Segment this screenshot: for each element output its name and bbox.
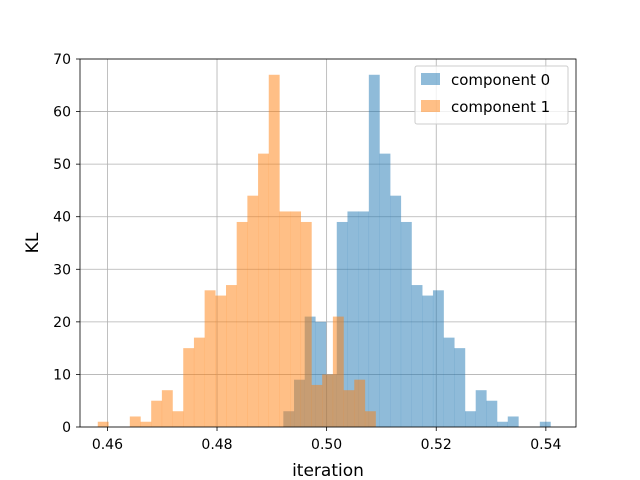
histogram-bar-component-0 <box>497 421 508 427</box>
histogram-bar-component-1 <box>279 211 291 427</box>
histogram-bar-component-1 <box>161 390 173 427</box>
y-axis-ticks: 0 10 20 30 40 50 60 70 <box>53 52 80 436</box>
y-tick-label: 70 <box>53 52 71 68</box>
histogram-bar-component-0 <box>347 211 359 427</box>
histogram-bar-component-1 <box>311 384 323 427</box>
histogram-bar-component-0 <box>443 337 455 427</box>
histogram-bar-component-0 <box>432 290 444 427</box>
x-axis-label: iteration <box>292 461 364 480</box>
y-tick-label: 40 <box>53 210 71 226</box>
histogram-bar-component-0 <box>400 221 412 427</box>
plot-area-frame <box>79 58 577 428</box>
histogram-bar-component-0 <box>315 321 327 427</box>
legend-box <box>414 65 569 125</box>
histogram-bar-component-1 <box>151 400 163 427</box>
histogram-bar-component-0 <box>368 74 380 428</box>
histogram-bar-component-1 <box>332 316 344 427</box>
histogram-bar-component-1 <box>183 348 195 427</box>
y-tick-label: 10 <box>53 367 71 383</box>
legend-swatch-component-1 <box>421 100 440 112</box>
histogram-bar-component-1 <box>268 74 280 428</box>
histogram-bar-component-1 <box>236 221 248 427</box>
histogram-bar-component-1 <box>343 390 355 427</box>
x-tick-label: 0.52 <box>421 437 452 453</box>
legend-swatch-component-0 <box>421 73 440 85</box>
x-tick-label: 0.54 <box>530 437 561 453</box>
legend: component 0 component 1 <box>414 65 569 125</box>
x-axis-ticks: 0.46 0.48 0.50 0.52 0.54 <box>92 427 562 453</box>
histogram-bar-component-1 <box>172 411 184 427</box>
histogram-bar-component-0 <box>390 195 402 427</box>
histogram-bar-component-1 <box>258 153 269 427</box>
histogram-bar-component-0 <box>475 390 487 427</box>
histogram-bar-component-0 <box>465 411 476 427</box>
histogram-bar-component-0 <box>507 416 519 427</box>
histogram-bar-component-0 <box>486 400 498 427</box>
histogram-bar-component-1 <box>322 374 334 427</box>
y-tick-label: 50 <box>53 157 71 173</box>
y-axis-label: KL <box>23 232 43 253</box>
histogram-bars <box>97 74 551 428</box>
y-tick-label: 30 <box>53 262 71 278</box>
histogram-bar-component-1 <box>290 211 302 427</box>
histogram-bar-component-1 <box>204 290 216 427</box>
histogram-bar-component-0 <box>379 153 391 427</box>
histogram-bar-component-1 <box>97 421 109 427</box>
y-tick-label: 0 <box>62 420 71 436</box>
histogram-bar-component-0 <box>539 421 551 427</box>
histogram-bar-component-0 <box>422 295 434 427</box>
histogram-bar-component-1 <box>300 221 312 427</box>
legend-label-component-0: component 0 <box>451 71 550 89</box>
x-tick-label: 0.50 <box>311 437 342 453</box>
histogram-bar-component-1 <box>354 379 366 427</box>
histogram-bar-component-1 <box>193 337 205 427</box>
histogram-bar-component-1 <box>129 416 141 427</box>
x-tick-label: 0.48 <box>201 437 232 453</box>
y-tick-label: 60 <box>53 105 71 121</box>
histogram-bar-component-1 <box>364 411 376 427</box>
histogram-bar-component-1 <box>226 285 237 427</box>
y-tick-label: 20 <box>53 315 71 331</box>
x-tick-label: 0.46 <box>92 437 123 453</box>
histogram-bar-component-1 <box>140 421 152 427</box>
legend-label-component-1: component 1 <box>451 98 550 116</box>
histogram-bar-component-0 <box>454 348 466 427</box>
histogram-bar-component-0 <box>411 285 423 427</box>
histogram-bar-component-0 <box>358 211 370 427</box>
histogram-bar-component-1 <box>247 195 259 427</box>
histogram-bar-component-1 <box>215 295 227 427</box>
